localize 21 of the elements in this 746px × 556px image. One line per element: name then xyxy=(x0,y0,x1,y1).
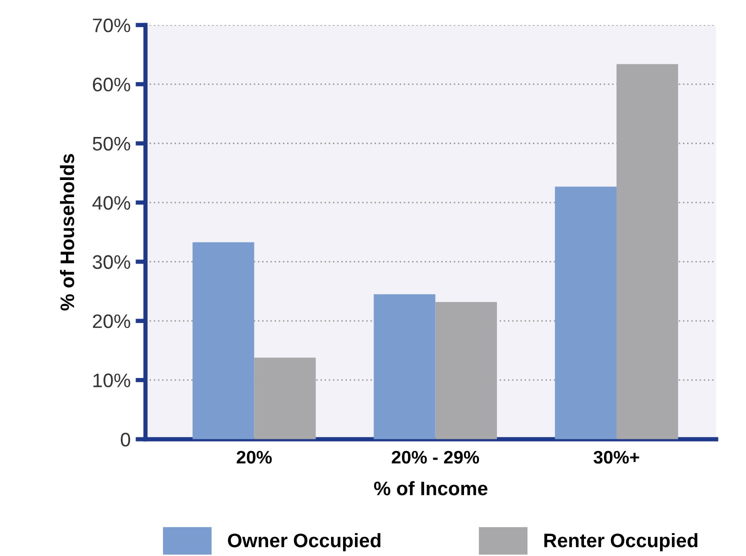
y-tick-label: 70% xyxy=(92,18,130,32)
y-tick-label: 0 xyxy=(120,432,130,446)
y-tick-label: 30% xyxy=(92,255,130,269)
x-tick-label: 30%+ xyxy=(594,450,640,464)
legend-label: Owner Occupied xyxy=(228,533,380,552)
y-tick-label: 40% xyxy=(92,196,130,210)
bar xyxy=(374,294,436,440)
bar xyxy=(254,358,316,440)
x-axis-title: % of Income xyxy=(374,481,488,496)
x-tick-label: 20% xyxy=(236,450,272,464)
y-tick-label: 10% xyxy=(93,374,130,388)
y-axis-title: % of Households xyxy=(60,154,74,310)
bar xyxy=(435,302,497,440)
bar xyxy=(554,186,617,440)
y-tick-label: 60% xyxy=(92,78,130,92)
y-tick-label: 20% xyxy=(92,314,130,328)
bar xyxy=(192,242,254,440)
x-tick-label: 20% - 29% xyxy=(392,450,480,464)
legend-label: Renter Occupied xyxy=(544,533,698,552)
y-tick-label: 50% xyxy=(92,136,130,151)
bar xyxy=(616,64,678,440)
